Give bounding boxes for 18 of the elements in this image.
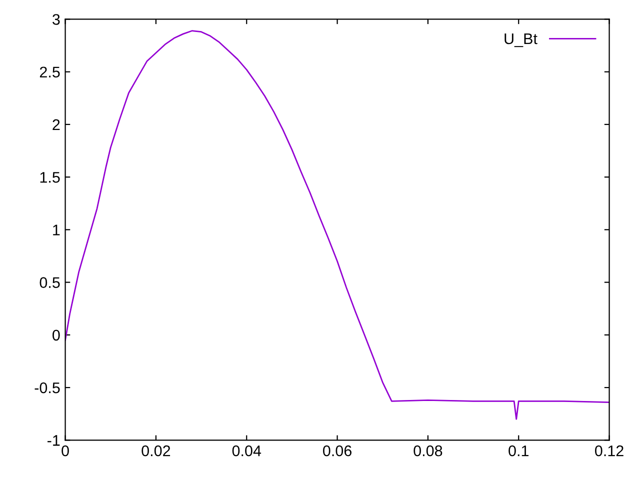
x-tick-label: 0.02 — [142, 445, 170, 456]
legend-label: U_Bt — [504, 34, 538, 48]
line-series — [65, 30, 610, 420]
x-tick-label: 0.08 — [414, 445, 442, 456]
y-tick-label: 2.5 — [40, 66, 60, 78]
x-tick-label: 0.04 — [232, 445, 262, 456]
y-tick-label: 1.5 — [40, 172, 60, 183]
x-tick-label: 0 — [62, 445, 69, 456]
y-tick-label: 3 — [52, 14, 60, 25]
x-tick-label: 0.12 — [595, 445, 624, 456]
x-tick-label: 0.06 — [323, 445, 352, 456]
y-tick-label: 1 — [53, 224, 60, 236]
y-tick-label: 2 — [52, 119, 60, 130]
y-tick-label: 0 — [52, 330, 60, 341]
y-tick-label: -1 — [48, 435, 60, 446]
x-tick-label: 0.1 — [508, 445, 528, 456]
y-tick-label: 0.5 — [40, 277, 60, 288]
y-tick-label: -0.5 — [34, 382, 60, 394]
